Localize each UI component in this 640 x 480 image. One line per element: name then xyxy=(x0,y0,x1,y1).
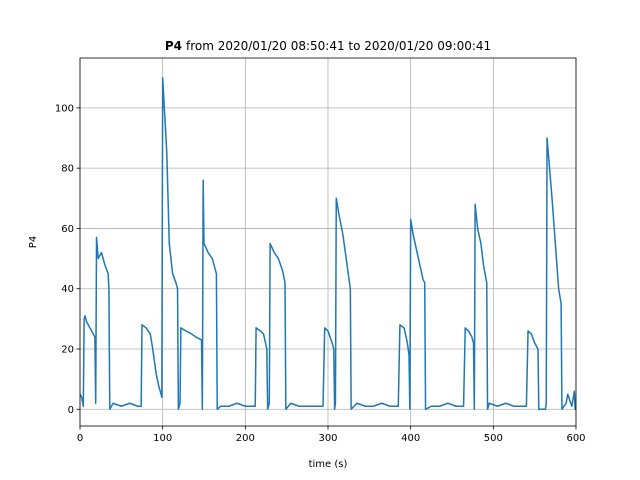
x-axis-label: time (s) xyxy=(309,459,348,470)
x-tick-label: 200 xyxy=(236,433,255,444)
y-tick-label: 0 xyxy=(68,405,74,416)
data-line xyxy=(79,76,576,411)
y-axis-label: P4 xyxy=(28,236,39,248)
y-tick-label: 60 xyxy=(61,224,74,235)
x-tick-label: 400 xyxy=(401,433,420,444)
x-tick-label: 300 xyxy=(318,433,337,444)
x-tick-label: 100 xyxy=(153,433,172,444)
x-tick-label: 500 xyxy=(484,433,503,444)
chart-title: P4 from 2020/01/20 08:50:41 to 2020/01/20… xyxy=(165,39,491,53)
title-bold: P4 xyxy=(165,39,182,53)
y-tick-label: 100 xyxy=(55,103,74,114)
x-tick-label: 0 xyxy=(77,433,83,444)
y-tick-label: 80 xyxy=(61,164,74,175)
x-tick-label: 600 xyxy=(566,433,585,444)
y-tick-label: 20 xyxy=(61,344,74,355)
plot-frame xyxy=(79,57,577,427)
y-tick-label: 40 xyxy=(61,284,74,295)
title-rest: from 2020/01/20 08:50:41 to 2020/01/20 0… xyxy=(186,39,491,53)
